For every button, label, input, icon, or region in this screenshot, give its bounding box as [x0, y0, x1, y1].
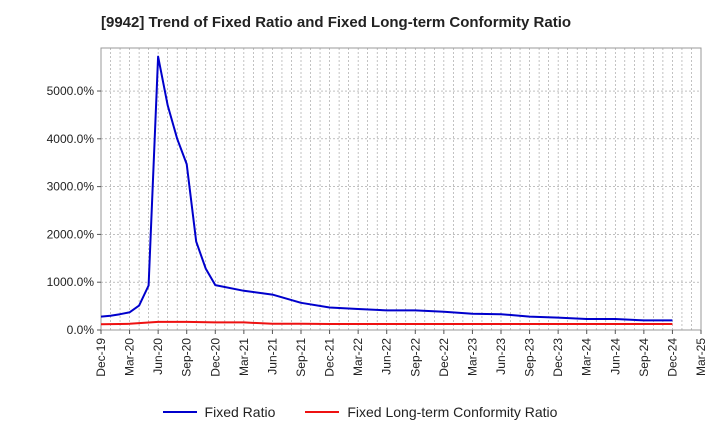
y-tick-label: 0.0%: [67, 323, 95, 337]
x-tick-label: Jun-23: [494, 338, 508, 375]
x-tick-label: Mar-25: [694, 338, 708, 376]
y-tick-label: 5000.0%: [47, 84, 95, 98]
legend-label-fixed-long-term-conformity-ratio: Fixed Long-term Conformity Ratio: [347, 404, 558, 420]
legend-item-fixed-long-term-conformity-ratio: Fixed Long-term Conformity Ratio: [305, 404, 557, 420]
x-tick-label: Sep-20: [180, 338, 194, 377]
legend: Fixed Ratio Fixed Long-term Conformity R…: [0, 404, 720, 420]
x-tick-label: Sep-24: [637, 338, 651, 377]
grid-lines: [101, 48, 701, 330]
x-tick-label: Dec-20: [208, 338, 222, 377]
x-tick-label: Jun-24: [608, 338, 622, 375]
x-tick-label: Dec-24: [665, 338, 679, 377]
x-tick-label: Sep-22: [408, 338, 422, 377]
x-tick-label: Mar-21: [237, 338, 251, 376]
x-tick-label: Jun-22: [380, 338, 394, 375]
y-tick-label: 3000.0%: [47, 180, 95, 194]
x-tick-label: Mar-20: [123, 338, 137, 376]
x-tick-label: Dec-19: [94, 338, 108, 377]
x-tick-label: Mar-24: [580, 338, 594, 376]
chart-title: [9942] Trend of Fixed Ratio and Fixed Lo…: [101, 14, 572, 31]
y-tick-label: 2000.0%: [47, 227, 95, 241]
x-tick-label: Jun-21: [265, 338, 279, 375]
legend-label-fixed-ratio: Fixed Ratio: [204, 404, 276, 420]
x-tick-label: Dec-22: [437, 338, 451, 377]
x-tick-label: Dec-21: [323, 338, 337, 377]
plot-area: [100, 47, 702, 331]
series-lines: [100, 55, 673, 326]
x-tick-label: Mar-23: [465, 338, 479, 376]
y-axis: 0.0% 1000.0% 2000.0% 3000.0% 4000.0% 5000.0%: [47, 84, 101, 337]
legend-swatch-fixed-long-term-conformity-ratio: [305, 411, 340, 413]
y-tick-label: 4000.0%: [47, 132, 95, 146]
x-tick-label: Mar-22: [351, 338, 365, 376]
legend-item-fixed-ratio: Fixed Ratio: [162, 404, 276, 420]
x-tick-label: Dec-23: [551, 338, 565, 377]
series-line-fixed-ratio: [100, 55, 673, 322]
y-tick-label: 1000.0%: [47, 275, 95, 289]
x-axis: Dec-19 Mar-20 Jun-20 Sep-20 Dec-20 Mar-21 Jun-…: [94, 330, 708, 377]
x-tick-label: Sep-21: [294, 338, 308, 377]
x-tick-label: Jun-20: [151, 338, 165, 375]
series-line-fixed-long-term-conformity-ratio: [100, 320, 673, 326]
legend-swatch-fixed-ratio: [162, 411, 197, 413]
x-tick-label: Sep-23: [523, 338, 537, 377]
